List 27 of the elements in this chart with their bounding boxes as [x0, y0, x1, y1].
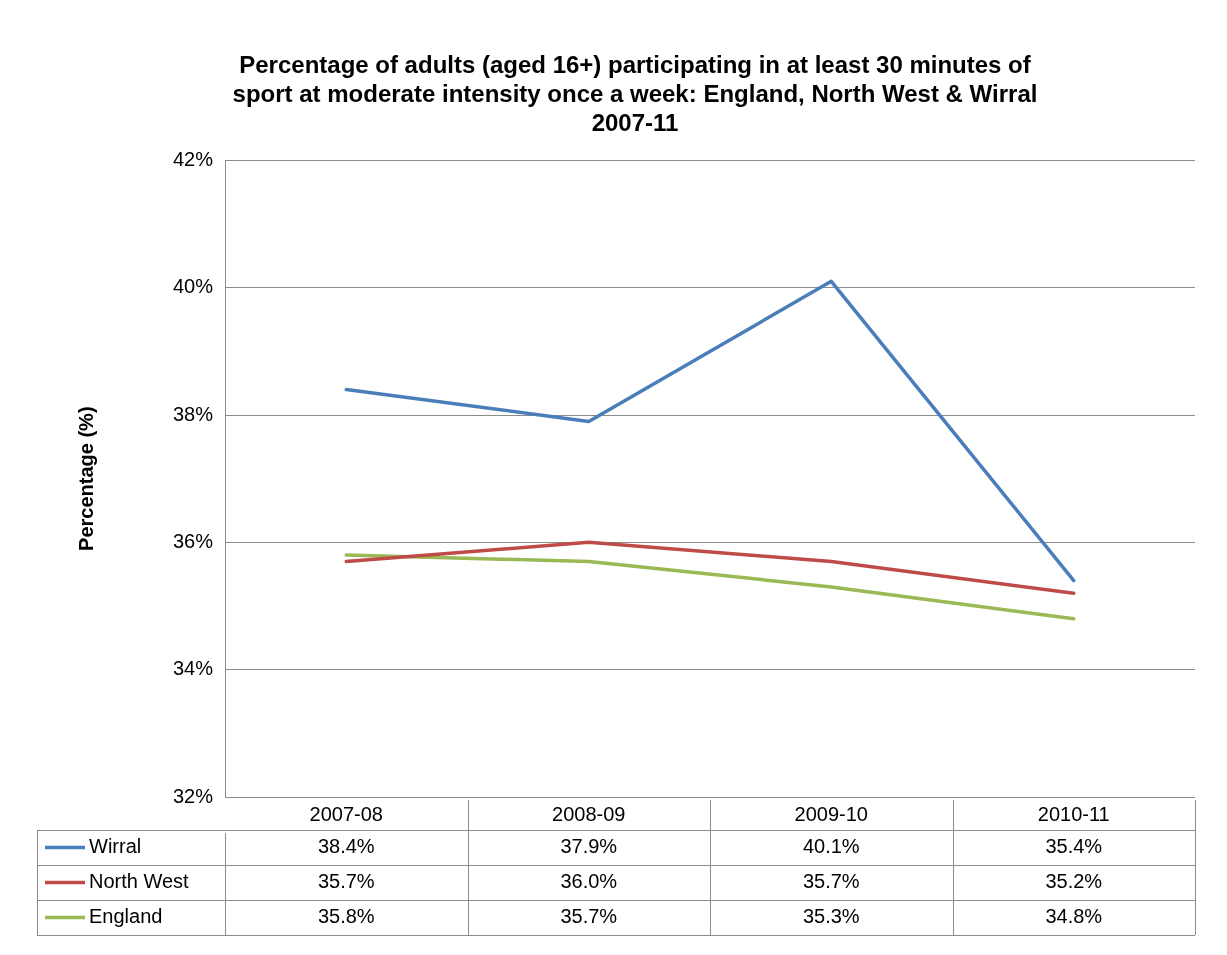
data-label: 35.3% [802, 905, 860, 928]
y-tick-label: 40% [172, 275, 214, 298]
data-label: 36.0% [560, 870, 618, 893]
legend-label: England [89, 905, 163, 928]
data-label: 35.7% [317, 870, 375, 893]
y-tick-label: 42% [172, 147, 214, 170]
x-tick-label: 2008-09 [552, 802, 626, 825]
y-tick-label: 34% [172, 657, 214, 680]
chart-title: Percentage of adults (aged 16+) participating in at least 30 minutes of sport at moderate intensity once a week: England, North West & Wirral 2007-11 [232, 51, 1038, 136]
data-label: 35.8% [317, 905, 375, 928]
y-tick-label: 38% [172, 402, 214, 425]
legend-label: North West [89, 870, 190, 893]
data-label: 37.9% [560, 835, 618, 858]
legend-label: Wirral [89, 835, 142, 858]
data-label: 35.7% [802, 870, 860, 893]
data-label: 40.1% [802, 835, 860, 858]
data-label: 38.4% [317, 835, 375, 858]
data-label: 34.8% [1045, 905, 1103, 928]
data-label: 35.4% [1045, 835, 1103, 858]
x-tick-label: 2010-11 [1037, 802, 1110, 825]
x-tick-label: 2007-08 [309, 802, 383, 825]
x-tick-label: 2009-10 [794, 802, 868, 825]
data-label: 35.2% [1045, 870, 1103, 893]
y-axis-title: Percentage (%) [74, 406, 97, 551]
y-tick-label: 32% [172, 784, 214, 807]
y-tick-label: 36% [172, 529, 214, 552]
data-label: 35.7% [560, 905, 618, 928]
